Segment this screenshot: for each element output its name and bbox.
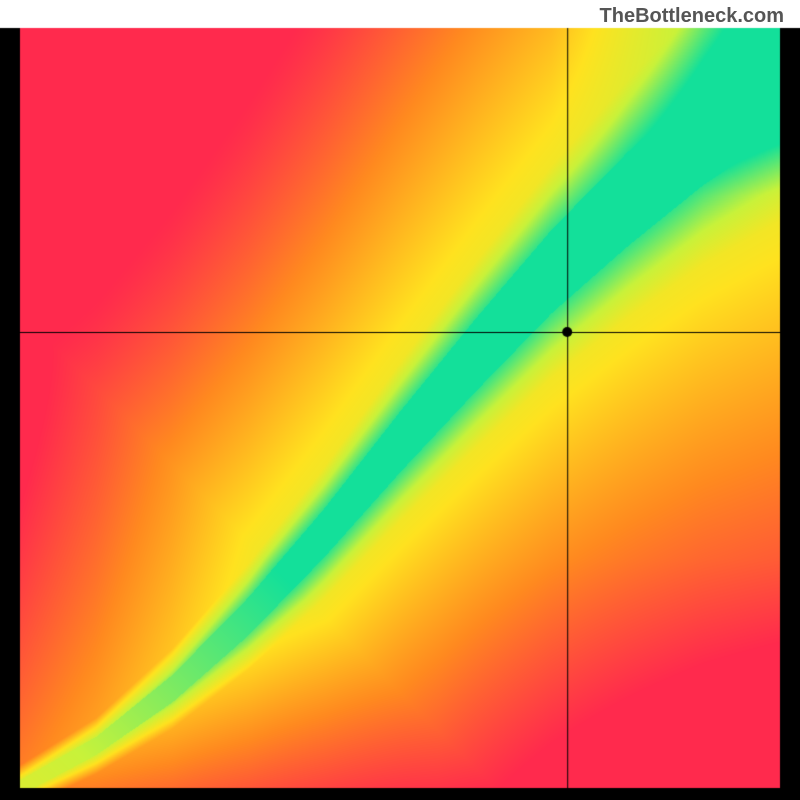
watermark-label: TheBottleneck.com (600, 5, 784, 28)
heatmap-canvas (0, 0, 800, 800)
chart-container: TheBottleneck.com (0, 0, 800, 800)
